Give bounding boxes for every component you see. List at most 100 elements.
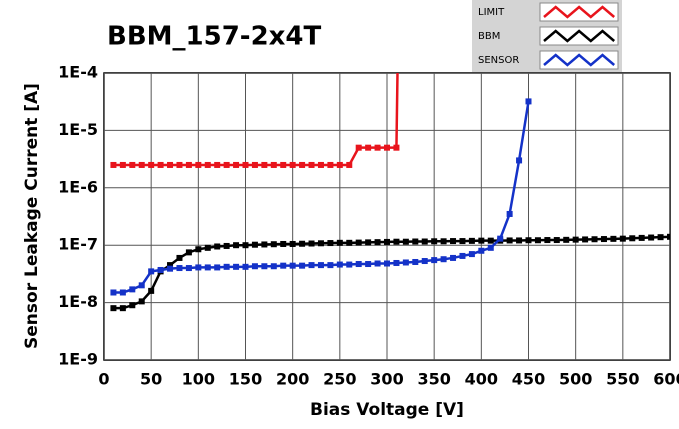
data-point — [497, 235, 504, 242]
data-point — [619, 235, 626, 242]
data-point — [506, 210, 513, 217]
data-point — [185, 161, 192, 168]
legend-swatch-box — [539, 2, 619, 22]
data-point — [148, 161, 155, 168]
data-point — [289, 161, 296, 168]
data-point — [157, 266, 164, 273]
legend-label: LIMIT — [478, 7, 505, 18]
data-point — [129, 302, 136, 309]
data-point — [270, 241, 277, 248]
data-point — [167, 262, 174, 269]
legend-swatch-box — [539, 50, 619, 70]
data-point — [214, 264, 221, 271]
data-point — [421, 258, 428, 265]
data-point — [365, 261, 372, 268]
data-point — [629, 235, 636, 242]
data-point — [110, 161, 117, 168]
data-point — [544, 237, 551, 244]
data-point — [365, 144, 372, 151]
data-point — [440, 238, 447, 245]
data-point — [299, 262, 306, 269]
data-point — [138, 282, 145, 289]
data-point — [384, 238, 390, 245]
data-point — [572, 236, 579, 243]
x-tick-label: 300 — [370, 370, 403, 389]
data-point — [185, 249, 192, 256]
data-point — [553, 237, 560, 244]
data-point — [167, 161, 174, 168]
data-point — [534, 237, 541, 244]
data-point — [317, 262, 324, 269]
data-point — [223, 263, 230, 270]
legend-swatch — [543, 53, 616, 67]
data-point — [525, 237, 532, 244]
data-point — [327, 161, 334, 168]
data-point — [365, 239, 372, 246]
plot-layer — [104, 73, 670, 360]
data-point — [308, 262, 315, 269]
data-point — [138, 161, 145, 168]
x-tick-label: 450 — [512, 370, 545, 389]
data-point — [402, 259, 409, 266]
y-tick-label: 1E-4 — [58, 63, 98, 82]
data-point — [242, 242, 249, 249]
data-point — [374, 239, 381, 246]
data-point — [233, 263, 240, 270]
data-point — [600, 236, 607, 243]
data-point — [648, 234, 655, 241]
data-point — [582, 236, 589, 243]
data-point — [667, 233, 670, 240]
data-point — [327, 240, 334, 247]
data-point — [242, 263, 249, 270]
y-axis-label: Sensor Leakage Current [A] — [22, 83, 42, 349]
legend-swatch — [543, 5, 616, 19]
data-point — [251, 161, 258, 168]
data-point — [412, 258, 419, 265]
data-point — [261, 241, 268, 248]
data-point — [516, 237, 523, 244]
data-point — [402, 238, 409, 245]
data-point — [516, 157, 523, 164]
data-point — [270, 263, 277, 270]
data-point — [346, 239, 353, 246]
data-point — [110, 289, 117, 296]
data-point — [421, 238, 428, 245]
data-point — [289, 262, 296, 269]
data-point — [138, 298, 145, 305]
data-point — [204, 161, 211, 168]
data-point — [478, 237, 485, 244]
data-point — [308, 240, 315, 247]
chart-title: BBM_157-2x4T — [107, 22, 322, 52]
data-point — [289, 240, 296, 247]
data-point — [393, 259, 400, 266]
data-point — [157, 161, 164, 168]
data-point — [506, 237, 513, 244]
y-tick-label: 1E-5 — [58, 120, 98, 139]
data-point — [336, 161, 343, 168]
data-point — [563, 236, 570, 243]
legend-label: SENSOR — [478, 55, 519, 66]
data-point — [176, 254, 183, 261]
data-point — [195, 161, 202, 168]
data-point — [327, 262, 334, 269]
data-point — [336, 239, 343, 246]
data-point — [393, 238, 400, 245]
data-point — [251, 263, 258, 270]
data-point — [610, 235, 617, 242]
data-point — [167, 265, 174, 272]
data-point — [591, 236, 598, 243]
x-axis-label: Bias Voltage [V] — [310, 400, 464, 420]
data-point — [355, 239, 362, 246]
data-point — [110, 305, 117, 312]
data-point — [525, 98, 532, 105]
data-point — [280, 262, 287, 269]
data-point — [280, 240, 287, 247]
data-point — [280, 161, 287, 168]
data-point — [176, 161, 183, 168]
data-point — [214, 161, 221, 168]
data-point — [223, 161, 230, 168]
data-point — [657, 234, 664, 241]
data-point — [431, 257, 438, 264]
data-point — [195, 246, 202, 253]
